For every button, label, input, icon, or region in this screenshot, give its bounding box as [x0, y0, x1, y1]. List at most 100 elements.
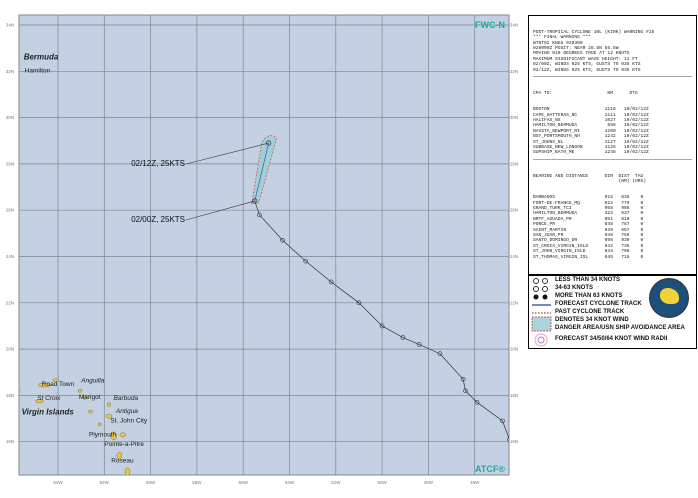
- island: [97, 422, 102, 427]
- island: [37, 382, 51, 388]
- lon-label: 60W: [146, 480, 156, 485]
- track-point: [507, 437, 509, 442]
- cyclone-track-map: Bermuda Hamilton Road Town Anguilla St Croix…: [6, 14, 518, 485]
- warning-text: POST-TROPICAL CYCLONE 10L (KIRK) WARNING…: [529, 16, 696, 276]
- lat-label: 32N: [6, 69, 14, 74]
- warning-panel: POST-TROPICAL CYCLONE 10L (KIRK) WARNING…: [528, 15, 697, 349]
- lat-label: 20N: [510, 347, 518, 352]
- bearing-row: SAN_JUAN_PR 048 758 0: [533, 233, 644, 239]
- island: [35, 399, 44, 403]
- legend-symbols-icon: [531, 277, 552, 347]
- lat-label: 28N: [510, 161, 518, 166]
- bearing-row: FORT-DE-FRANCE_MQ 022 779 0: [533, 200, 644, 206]
- legend-danger-area: DANGER AREA/USN SHIP AVOIDANCE AREA: [555, 324, 685, 331]
- track-point: [328, 279, 334, 285]
- lon-label: 46W: [470, 480, 480, 485]
- header-line: POST-TROPICAL CYCLONE 10L (KIRK) WARNING…: [533, 29, 655, 35]
- legend: LESS THAN 34 KNOTS 34-63 KNOTS MORE THAN…: [529, 276, 696, 348]
- island: [116, 451, 123, 460]
- bearing-row: HAMILTON_BERMUDA 323 537 0: [533, 211, 644, 217]
- forecast-point: [266, 140, 272, 146]
- legend-wind-radii: FORECAST 34/50/64 KNOT WIND RADII: [555, 335, 668, 342]
- cpa-row: SUPSHIP_BATH_ME 1248 10/02/12Z: [533, 150, 649, 156]
- label-leader: [185, 200, 255, 221]
- cpa-row: BOSTON 1116 10/02/12Z: [533, 107, 649, 113]
- bearing-row: BARBADOS 015 835 0: [533, 195, 644, 201]
- header-line: 02/00Z, WINDS 025 KTS, GUSTS TO 035 KTS: [533, 62, 641, 68]
- header-line: WTNT02 KNGU 020300: [533, 40, 583, 46]
- lat-label: 20N: [6, 347, 14, 352]
- place-label: Antigua: [115, 408, 138, 415]
- forecast-track: [254, 142, 270, 202]
- forecast-label: 02/12Z, 25KTS: [131, 159, 185, 168]
- island: [105, 413, 113, 419]
- track-point: [400, 335, 406, 340]
- lat-label: 16N: [6, 439, 14, 444]
- place-label: Anguilla: [80, 378, 105, 385]
- track-point: [460, 376, 466, 382]
- lon-label: 52W: [331, 480, 341, 485]
- label-leader: [185, 142, 269, 165]
- legend-past-track: PAST CYCLONE TRACK: [555, 308, 625, 315]
- island: [110, 431, 117, 441]
- track-point: [500, 418, 505, 424]
- bearing-row: PONCE_PR 048 787 0: [533, 222, 644, 228]
- lat-label: 28N: [6, 161, 14, 166]
- track-point: [512, 456, 516, 460]
- track-point: [416, 342, 422, 347]
- cpa-row: NAVSTA_NEWPORT_RI 1200 10/02/12Z: [533, 128, 649, 134]
- lat-label: 34N: [6, 23, 14, 28]
- lon-label: 54W: [285, 480, 295, 485]
- island: [88, 409, 93, 414]
- place-label: Plymouth: [89, 431, 116, 438]
- lat-label: 30N: [6, 115, 14, 120]
- place-label: Marigot: [79, 394, 101, 401]
- legend-less-34: LESS THAN 34 KNOTS: [555, 276, 621, 283]
- bearing-row: GRAND_TURK_TCI 068 905 0: [533, 206, 644, 211]
- legend-34kt-wind: DENOTES 34 KNOT WIND: [555, 316, 629, 323]
- lat-label: 24N: [6, 254, 14, 259]
- place-label: Roseau: [111, 458, 134, 465]
- cpa-row: CAPE_HATTERAS_NC 1111 10/02/12Z: [533, 112, 649, 118]
- place-label: Bermuda: [24, 53, 59, 62]
- place-label: Road Town: [42, 381, 75, 388]
- navy-seal-logo: [649, 277, 689, 318]
- bearing-row: NRTF_AGUADA_PR 051 810 0: [533, 216, 644, 222]
- cpa-row: HALIFAX_NS 1027 10/02/12Z: [533, 117, 649, 123]
- lat-label: 18N: [6, 393, 14, 398]
- track-point: [303, 258, 309, 264]
- track-point: [463, 388, 468, 394]
- place-label: Hamilton: [25, 67, 51, 74]
- header-line: *** FINAL WARNING ***: [533, 35, 591, 41]
- lon-label: 48W: [424, 480, 434, 485]
- header-line: 02/12Z, WINDS 025 KTS, GUSTS TO 035 KTS: [533, 67, 641, 73]
- cpa-row: HAMILTON_BERMUDA 558 10/02/12Z: [533, 123, 649, 129]
- lon-label: 50W: [377, 480, 387, 485]
- place-label: Barbuda: [114, 395, 139, 402]
- atcf-logo: ATCF®: [475, 464, 505, 474]
- header-line: 020000Z POSIT: NEAR 26.5N 55.5W: [533, 46, 619, 52]
- bearing-row: SAINT_MARTIN 039 657 0: [533, 227, 644, 233]
- lat-label: 34N: [510, 23, 518, 28]
- lat-label: 26N: [6, 208, 14, 213]
- legend-34-63: 34-63 KNOTS: [555, 284, 594, 291]
- track-point: [474, 400, 480, 405]
- track-point: [257, 212, 262, 218]
- place-label: St. John City: [110, 417, 148, 424]
- bearing-row: ST_JOHN_VIRGIN_ISLD 044 708 0: [533, 249, 644, 255]
- bearing-row: ST_THOMAS_VIRGIN_ISL 045 716 0: [533, 254, 644, 260]
- lat-label: 16N: [510, 439, 518, 444]
- forecast-label: 02/00Z, 25KTS: [131, 215, 185, 224]
- warning-header: POST-TROPICAL CYCLONE 10L (KIRK) WARNING…: [533, 30, 692, 73]
- past-track: [254, 200, 509, 440]
- cpa-header: CPA TO: NM DTG: [533, 90, 638, 96]
- legend-forecast-track: FORECAST CYCLONE TRACK: [555, 300, 642, 307]
- lon-label: 62W: [100, 480, 110, 485]
- lat-label: 22N: [6, 300, 14, 305]
- lat-label: 30N: [510, 115, 518, 120]
- track-point: [356, 300, 362, 306]
- lon-label: 56W: [239, 480, 249, 485]
- island: [82, 395, 87, 400]
- track-point: [280, 237, 285, 243]
- lon-label: 64W: [53, 480, 63, 485]
